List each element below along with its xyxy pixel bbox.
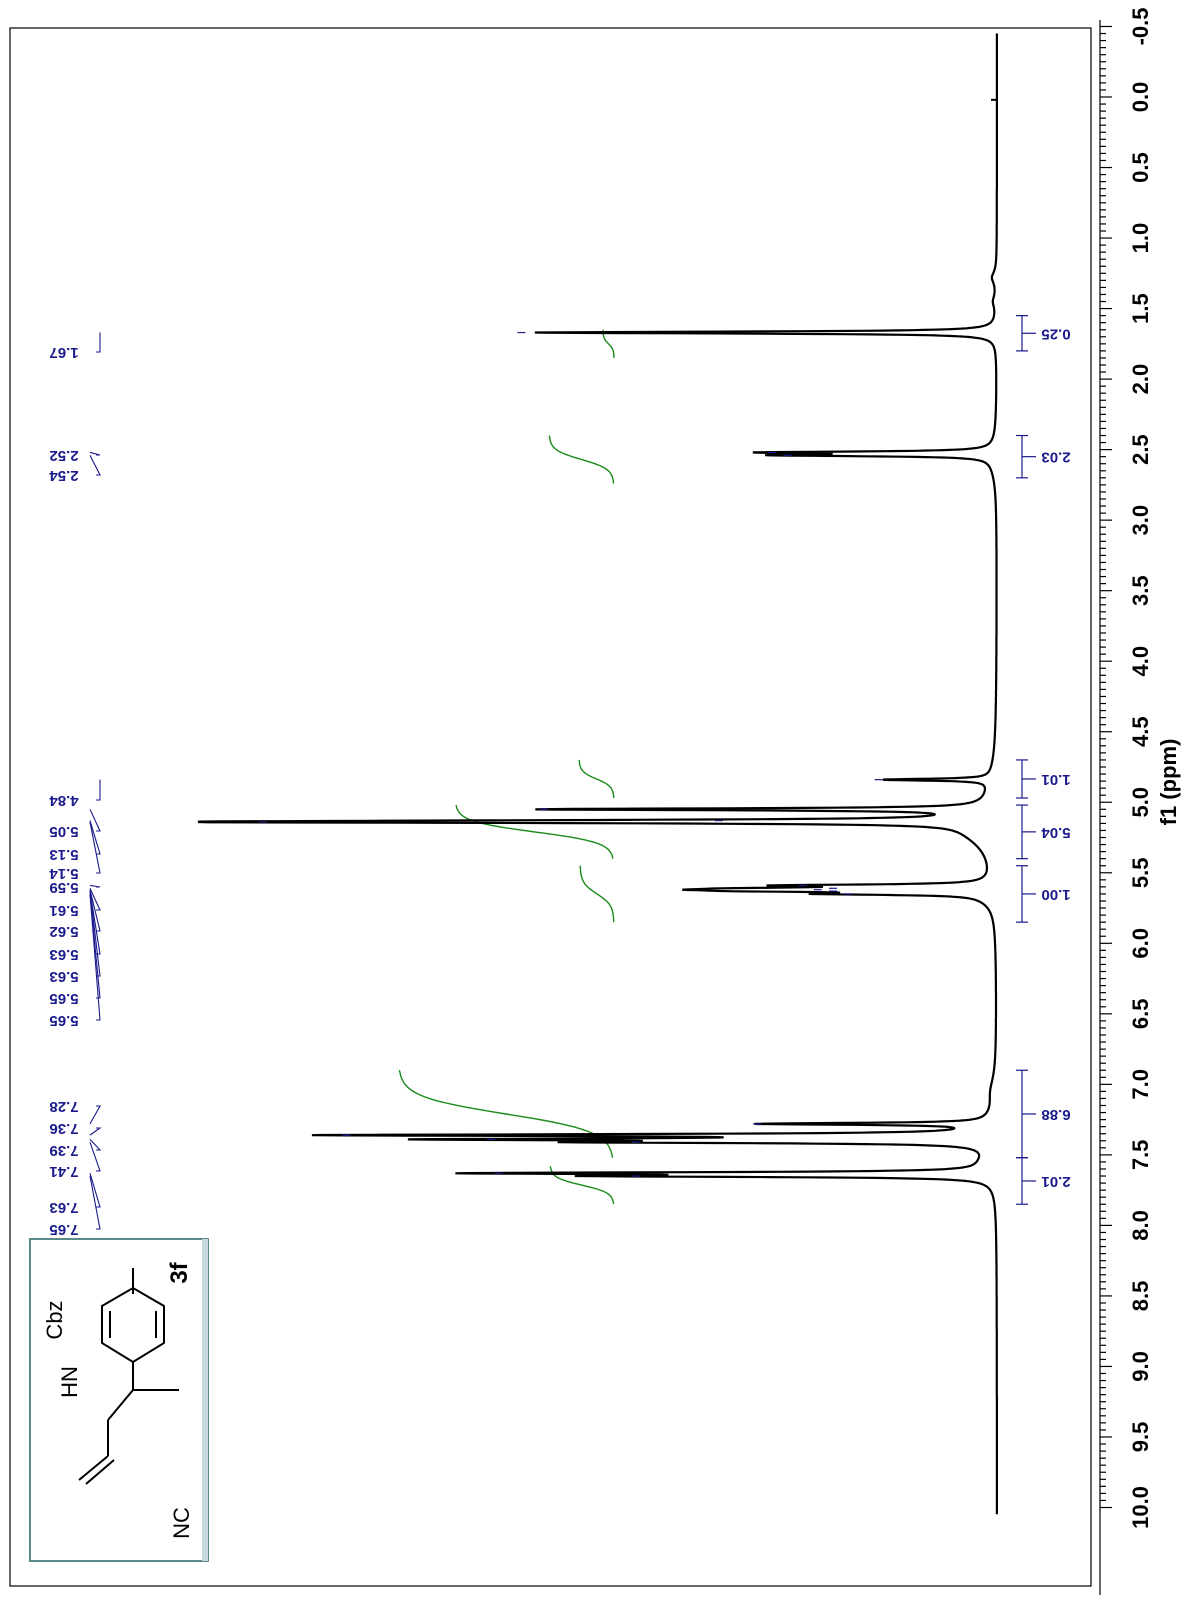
x-tick-label: 7.0 <box>1128 1069 1153 1100</box>
x-tick-label: 10.0 <box>1128 1486 1153 1529</box>
peak-label: 2.54 <box>49 467 79 484</box>
hn-label: HN <box>57 1366 82 1398</box>
peak-label-leader <box>89 884 101 888</box>
peak-label: 7.65 <box>49 1221 78 1238</box>
x-tick-label: 5.0 <box>1128 787 1153 818</box>
compound-label: 3f <box>166 1261 193 1283</box>
x-tick-label: -0.5 <box>1128 8 1153 46</box>
peak-label: 2.52 <box>49 447 78 464</box>
x-tick-label: 7.5 <box>1128 1140 1153 1171</box>
x-axis-title: f1 (ppm) <box>1156 739 1181 826</box>
peak-label-leader <box>89 893 101 1021</box>
peak-label-leader <box>89 1173 101 1208</box>
integration-value: 1.00 <box>1041 886 1070 903</box>
peak-label: 7.41 <box>49 1163 78 1180</box>
peak-label: 4.84 <box>49 792 79 809</box>
peak-label-leader <box>89 889 101 932</box>
peak-label-column: 1.67 2.52 2.54 4.84 5.05 5.13 5.145.59 5.61 5.62… <box>49 332 102 1238</box>
peak-label: 5.61 <box>49 902 78 919</box>
peak-label: 7.28 <box>49 1098 78 1115</box>
integral-curve <box>455 804 614 859</box>
plot-border <box>9 27 1092 1587</box>
x-tick-label: 3.0 <box>1128 505 1153 536</box>
spectrum-trace <box>197 33 998 1515</box>
x-tick-label: 8.5 <box>1128 1281 1153 1312</box>
peak-label-leader <box>89 1175 101 1230</box>
peak-label-leader <box>89 451 101 456</box>
peak-label: 7.39 <box>49 1142 78 1159</box>
x-tick-label: 5.5 <box>1128 857 1153 888</box>
integration-value: 0.25 <box>1041 325 1070 342</box>
integration-value: 5.04 <box>1041 824 1071 841</box>
ppm-axis: -0.5 0.0 0.5 1.0 1.5 2.0 2.5 3.0 3.5 4.0 4.5 5.0 5.5… <box>1099 8 1181 1595</box>
peak-label-leader <box>89 821 101 874</box>
peak-label: 7.36 <box>49 1120 78 1137</box>
peak-label: 1.67 <box>49 344 78 361</box>
structure-bonds <box>78 1268 179 1485</box>
peak-label-leader <box>89 1105 101 1125</box>
peak-label: 5.05 <box>49 823 78 840</box>
integral-curves <box>398 329 615 1205</box>
integral-curve <box>602 329 615 358</box>
integration-labels: 0.25 2.03 1.01 5.04 1.00 6.88 2.01 <box>1016 315 1071 1205</box>
integration-value: 6.88 <box>1041 1106 1070 1123</box>
x-tick-label: 3.5 <box>1128 575 1153 606</box>
x-tick-label: 1.5 <box>1128 293 1153 324</box>
peak-label: 7.63 <box>49 1199 78 1216</box>
integration-value: 1.01 <box>1041 771 1070 788</box>
molecule-structure: HN Cbz NC 3f <box>29 1238 209 1562</box>
x-tick-label: 2.5 <box>1128 434 1153 465</box>
x-tick-label: 0.0 <box>1128 82 1153 113</box>
integration-value: 2.01 <box>1041 1173 1070 1190</box>
x-tick-label: 6.5 <box>1128 999 1153 1030</box>
nc-label: NC <box>169 1507 194 1539</box>
peak-label: 5.14 <box>49 865 79 882</box>
x-tick-label: 8.0 <box>1128 1210 1153 1241</box>
peak-label-leader <box>89 888 101 911</box>
peak-label-leader <box>89 1127 102 1136</box>
x-tick-label: 2.0 <box>1128 364 1153 395</box>
x-tick-label: 9.5 <box>1128 1422 1153 1453</box>
peak-label-leader <box>89 1138 102 1151</box>
peak-label-leader <box>89 820 101 855</box>
integration-value: 2.03 <box>1041 449 1070 466</box>
peak-label-leader <box>96 779 101 801</box>
peak-label-leader <box>89 893 101 999</box>
x-tick-label: 4.0 <box>1128 646 1153 677</box>
peak-label-leader <box>89 891 101 977</box>
x-tick-label: 0.5 <box>1128 152 1153 183</box>
integral-curve <box>578 759 615 799</box>
peak-label: 5.65 <box>49 990 78 1007</box>
x-tick-label: 6.0 <box>1128 928 1153 959</box>
peak-label-leader <box>96 332 101 353</box>
integral-curve <box>579 865 615 923</box>
peak-label-leader <box>89 455 101 476</box>
peak-label-leader <box>89 809 101 832</box>
peak-label: 5.63 <box>49 946 78 963</box>
spectrum-line <box>197 33 998 1515</box>
cbz-label: Cbz <box>42 1300 67 1339</box>
peak-label: 5.65 <box>49 1012 78 1029</box>
x-tick-label: 9.0 <box>1128 1351 1153 1382</box>
peak-label: 5.63 <box>49 968 78 985</box>
peak-label: 5.62 <box>49 923 78 940</box>
peak-label: 5.13 <box>49 846 78 863</box>
peak-label: 5.59 <box>49 879 78 896</box>
integral-curve <box>548 435 615 484</box>
x-tick-label: 1.0 <box>1128 223 1153 254</box>
integral-curve <box>398 1070 614 1158</box>
x-tick-label: 4.5 <box>1128 716 1153 747</box>
peak-label-leader <box>89 1142 101 1172</box>
